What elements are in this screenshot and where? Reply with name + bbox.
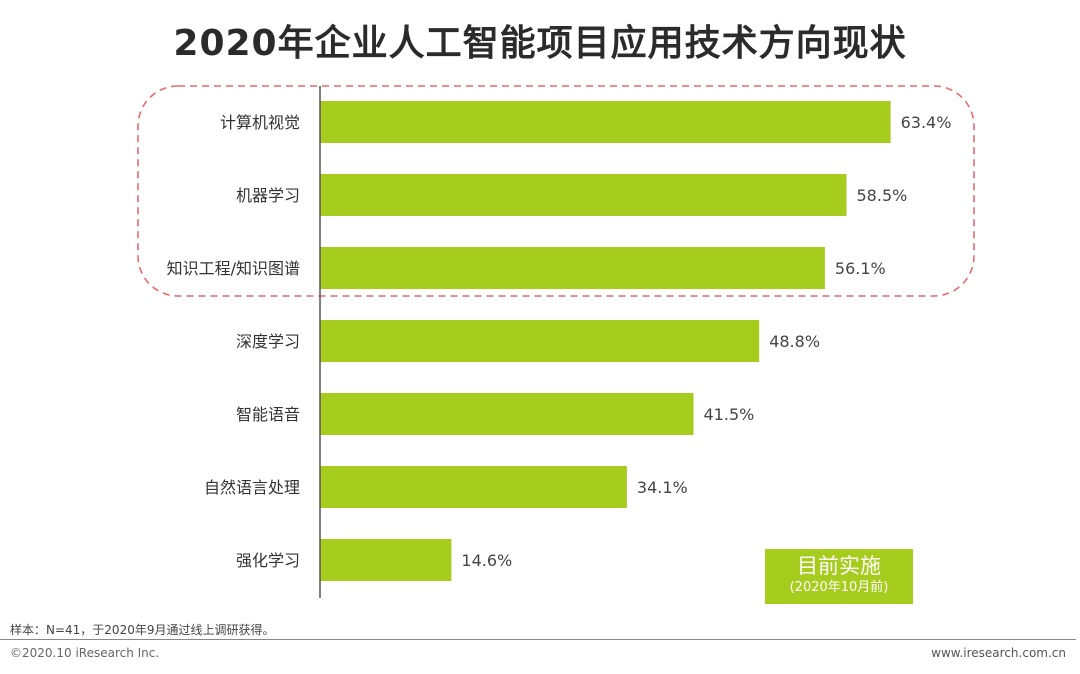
value-label: 41.5% bbox=[704, 405, 755, 424]
bar-5 bbox=[320, 393, 694, 435]
value-label: 63.4% bbox=[901, 113, 952, 132]
legend-current-implementation: 目前实施 (2020年10月前) bbox=[765, 549, 913, 604]
value-label: 58.5% bbox=[857, 186, 908, 205]
value-label: 34.1% bbox=[637, 478, 688, 497]
category-label: 智能语音 bbox=[236, 405, 300, 424]
category-label: 强化学习 bbox=[236, 551, 300, 570]
value-label: 48.8% bbox=[769, 332, 820, 351]
legend-sublabel: (2020年10月前) bbox=[789, 580, 889, 595]
value-label: 14.6% bbox=[461, 551, 512, 570]
category-label: 计算机视觉 bbox=[220, 113, 300, 132]
bar-4 bbox=[320, 320, 760, 362]
copyright-text: ©2020.10 iResearch Inc. bbox=[10, 646, 160, 660]
category-label: 自然语言处理 bbox=[204, 478, 300, 497]
category-label: 知识工程/知识图谱 bbox=[167, 259, 300, 278]
category-label: 深度学习 bbox=[236, 332, 300, 351]
bar-1 bbox=[320, 101, 891, 143]
bar-6 bbox=[320, 466, 627, 508]
bar-7 bbox=[320, 539, 452, 581]
website-url: www.iresearch.com.cn bbox=[931, 646, 1066, 660]
category-label: 机器学习 bbox=[236, 186, 300, 205]
bar-2 bbox=[320, 174, 847, 216]
value-label: 56.1% bbox=[835, 259, 886, 278]
highlight-dashed-box bbox=[137, 85, 975, 297]
sample-footnote: 样本：N=41，于2020年9月通过线上调研获得。 bbox=[10, 623, 275, 637]
legend-label: 目前实施 bbox=[797, 554, 881, 578]
chart-title: 2020年企业人工智能项目应用技术方向现状 bbox=[173, 23, 907, 64]
bar-3 bbox=[320, 247, 825, 289]
footer-divider bbox=[0, 639, 1076, 640]
